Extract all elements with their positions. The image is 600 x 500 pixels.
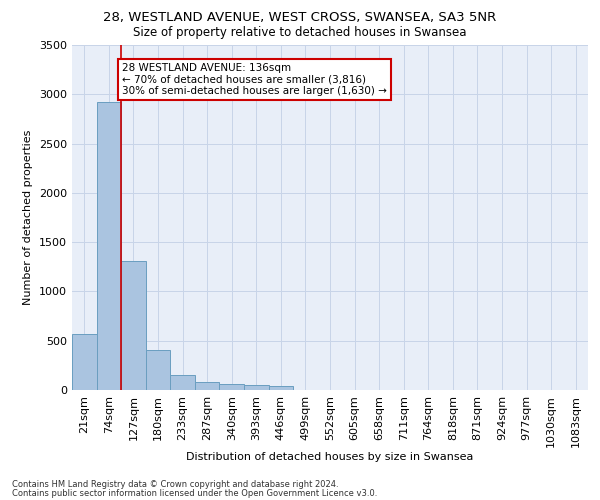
- Text: Contains HM Land Registry data © Crown copyright and database right 2024.: Contains HM Land Registry data © Crown c…: [12, 480, 338, 489]
- Bar: [195, 382, 220, 390]
- Bar: [72, 334, 97, 390]
- Bar: [170, 374, 195, 390]
- X-axis label: Distribution of detached houses by size in Swansea: Distribution of detached houses by size …: [187, 452, 473, 462]
- Bar: [220, 384, 244, 390]
- Bar: [269, 386, 293, 390]
- Text: 28 WESTLAND AVENUE: 136sqm
← 70% of detached houses are smaller (3,816)
30% of s: 28 WESTLAND AVENUE: 136sqm ← 70% of deta…: [122, 62, 387, 96]
- Text: Contains public sector information licensed under the Open Government Licence v3: Contains public sector information licen…: [12, 489, 377, 498]
- Bar: [244, 384, 269, 390]
- Bar: [97, 102, 121, 390]
- Text: Size of property relative to detached houses in Swansea: Size of property relative to detached ho…: [133, 26, 467, 39]
- Y-axis label: Number of detached properties: Number of detached properties: [23, 130, 34, 305]
- Bar: [146, 350, 170, 390]
- Bar: [121, 261, 146, 390]
- Text: 28, WESTLAND AVENUE, WEST CROSS, SWANSEA, SA3 5NR: 28, WESTLAND AVENUE, WEST CROSS, SWANSEA…: [103, 11, 497, 24]
